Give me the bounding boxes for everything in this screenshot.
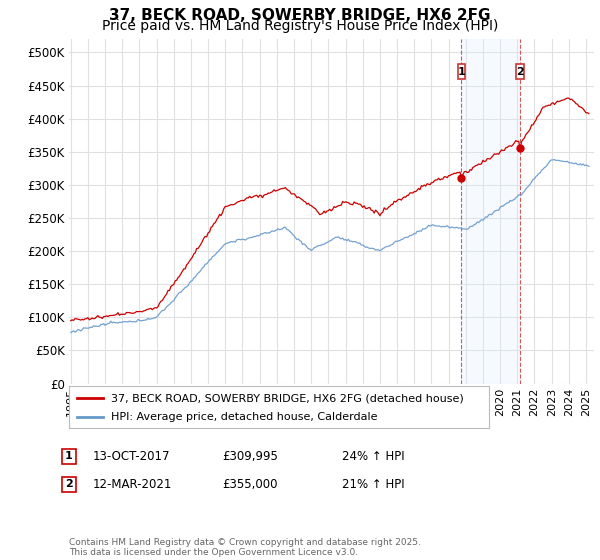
- Text: 2: 2: [517, 67, 524, 77]
- Text: £309,995: £309,995: [222, 450, 278, 463]
- Text: 24% ↑ HPI: 24% ↑ HPI: [342, 450, 404, 463]
- Text: 21% ↑ HPI: 21% ↑ HPI: [342, 478, 404, 491]
- Bar: [461, 39, 520, 384]
- Text: 37, BECK ROAD, SOWERBY BRIDGE, HX6 2FG (detached house): 37, BECK ROAD, SOWERBY BRIDGE, HX6 2FG (…: [111, 393, 464, 403]
- FancyBboxPatch shape: [458, 64, 466, 79]
- Text: Price paid vs. HM Land Registry's House Price Index (HPI): Price paid vs. HM Land Registry's House …: [102, 19, 498, 33]
- Text: 1: 1: [458, 67, 466, 77]
- Text: 37, BECK ROAD, SOWERBY BRIDGE, HX6 2FG: 37, BECK ROAD, SOWERBY BRIDGE, HX6 2FG: [109, 8, 491, 24]
- Text: 12-MAR-2021: 12-MAR-2021: [93, 478, 172, 491]
- Text: 2: 2: [65, 479, 73, 489]
- FancyBboxPatch shape: [517, 64, 524, 79]
- Text: Contains HM Land Registry data © Crown copyright and database right 2025.
This d: Contains HM Land Registry data © Crown c…: [69, 538, 421, 557]
- Text: 13-OCT-2017: 13-OCT-2017: [93, 450, 170, 463]
- Text: HPI: Average price, detached house, Calderdale: HPI: Average price, detached house, Cald…: [111, 412, 377, 422]
- Text: 1: 1: [65, 451, 73, 461]
- Text: £355,000: £355,000: [222, 478, 277, 491]
